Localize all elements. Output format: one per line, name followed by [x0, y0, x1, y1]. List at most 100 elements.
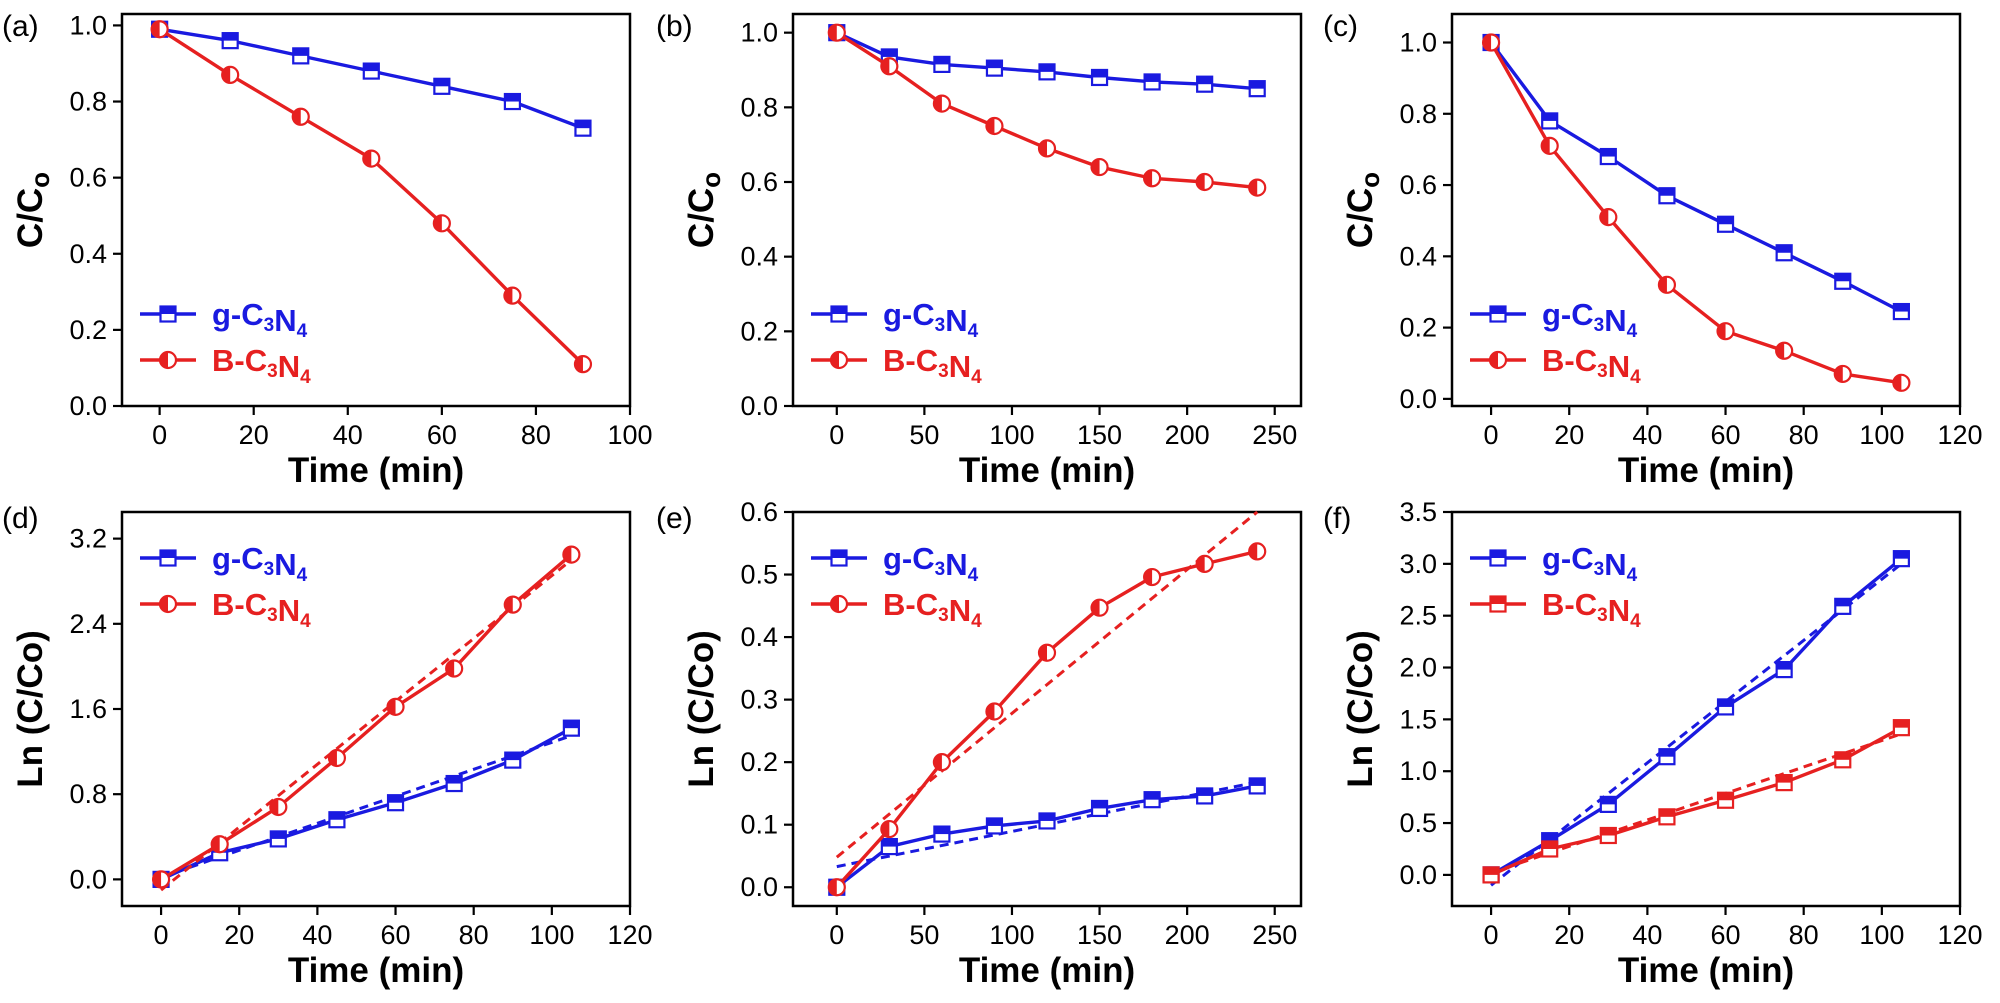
- chart-panel-a: (a) 0 20 40 60 80 100 0.0 0.2 0.4 0.6 0.8 1.0 Time (m…: [2, 10, 653, 490]
- x-axis-label: Time (min): [959, 951, 1135, 990]
- data-point: [1248, 80, 1266, 98]
- series-B-c3n4: [150, 20, 593, 374]
- data-point: [386, 697, 405, 716]
- legend-entry-g-c3n4: g-C3N4: [140, 297, 308, 342]
- data-point: [327, 748, 347, 768]
- panel-label: (e): [656, 502, 693, 535]
- data-point: [1833, 364, 1852, 384]
- x-tick-label: 100: [607, 420, 652, 450]
- data-point: [1143, 73, 1161, 91]
- data-point: [880, 819, 899, 839]
- x-tick-label: 100: [989, 920, 1034, 950]
- data-point: [1481, 33, 1501, 52]
- x-tick-label: 150: [1077, 420, 1122, 450]
- x-tick-label: 40: [1632, 420, 1662, 450]
- x-tick-label: 200: [1165, 420, 1210, 450]
- y-tick-label: 0.0: [740, 872, 778, 902]
- data-point: [503, 92, 522, 111]
- series-B-c3n4: [151, 545, 581, 892]
- data-point: [1892, 373, 1911, 392]
- legend-entry-g-c3n4: g-C3N4: [140, 541, 308, 586]
- y-axis-label: C/Co: [682, 172, 726, 248]
- y-axis-label: Ln (C/Co): [682, 630, 721, 787]
- chart-panel-b: (b) 0 50 100 150 200 250 0.0 0.2 0.4 0.6 0.8 1.0 Time…: [656, 10, 1303, 490]
- x-axis-label: Time (min): [288, 451, 464, 490]
- x-tick-label: 250: [1252, 920, 1297, 950]
- series-line: [160, 726, 573, 881]
- y-tick-label: 1.0: [740, 18, 778, 48]
- data-point: [985, 702, 1004, 721]
- x-tick-label: 60: [427, 420, 457, 450]
- x-tick-label: 40: [302, 920, 332, 950]
- x-tick-label: 80: [459, 920, 489, 950]
- legend-label: g-C3N4: [883, 541, 979, 586]
- data-point: [150, 20, 169, 39]
- data-point: [985, 817, 1004, 835]
- data-point: [1038, 63, 1056, 81]
- y-tick-label: 0.0: [740, 391, 778, 421]
- data-point: [269, 830, 287, 848]
- series-g-c3n4: [152, 719, 580, 888]
- data-point: [1599, 826, 1617, 845]
- legend-label: g-C3N4: [1542, 297, 1638, 342]
- y-axis-label: C/Co: [11, 172, 55, 248]
- data-point: [1892, 719, 1910, 737]
- data-point: [1248, 542, 1267, 561]
- series-line: [1490, 557, 1903, 877]
- data-point: [221, 65, 240, 84]
- series-B-c3n4: [1482, 719, 1910, 884]
- x-tick-label: 100: [529, 920, 574, 950]
- data-point: [574, 119, 592, 137]
- y-tick-label: 0.0: [69, 391, 107, 421]
- y-tick-label: 0.4: [740, 242, 778, 272]
- y-tick-label: 0.6: [740, 167, 778, 197]
- fit-line: [1490, 732, 1902, 875]
- y-tick-label: 0.4: [1399, 241, 1437, 271]
- y-tick-label: 3.0: [1399, 549, 1437, 579]
- data-point: [362, 62, 380, 80]
- data-point: [1248, 777, 1266, 795]
- y-axis-label: C/Co: [1341, 172, 1385, 248]
- data-point: [1775, 341, 1794, 360]
- series-line: [835, 784, 1258, 889]
- x-tick-label: 0: [1484, 920, 1499, 950]
- data-point: [827, 878, 846, 897]
- data-point: [1195, 172, 1214, 192]
- legend-label: g-C3N4: [212, 297, 308, 342]
- y-tick-label: 0.4: [740, 622, 778, 652]
- legend-label: B-C3N4: [1542, 343, 1641, 388]
- legend-marker: [1489, 305, 1507, 323]
- y-tick-label: 3.2: [69, 524, 107, 554]
- x-tick-label: 80: [1789, 920, 1819, 950]
- data-point: [562, 719, 580, 737]
- data-point: [328, 811, 346, 829]
- data-point: [503, 286, 522, 305]
- x-tick-label: 20: [239, 420, 269, 450]
- data-point: [1195, 554, 1214, 574]
- y-tick-label: 2.5: [1399, 601, 1437, 631]
- x-tick-label: 0: [154, 920, 169, 950]
- data-point: [1716, 698, 1735, 716]
- x-tick-label: 20: [224, 920, 254, 950]
- series-g-c3n4: [1482, 550, 1910, 887]
- data-point: [504, 751, 522, 769]
- x-axis-label: Time (min): [288, 951, 464, 990]
- x-tick-label: 60: [1711, 420, 1741, 450]
- data-point: [562, 545, 581, 564]
- x-tick-label: 200: [1165, 920, 1210, 950]
- data-point: [1599, 795, 1617, 813]
- x-axis-label: Time (min): [1618, 451, 1794, 490]
- data-point: [880, 57, 899, 76]
- data-point: [1658, 748, 1676, 766]
- data-point: [1541, 840, 1559, 858]
- data-point: [985, 116, 1004, 136]
- x-axis-label: Time (min): [959, 451, 1135, 490]
- fit-line: [160, 734, 572, 879]
- series-B-c3n4: [827, 23, 1267, 197]
- y-tick-label: 0.0: [1399, 384, 1437, 414]
- legend-marker: [830, 305, 848, 323]
- legend-label: g-C3N4: [883, 297, 979, 342]
- plot-frame: [791, 510, 1303, 908]
- x-tick-label: 60: [381, 920, 411, 950]
